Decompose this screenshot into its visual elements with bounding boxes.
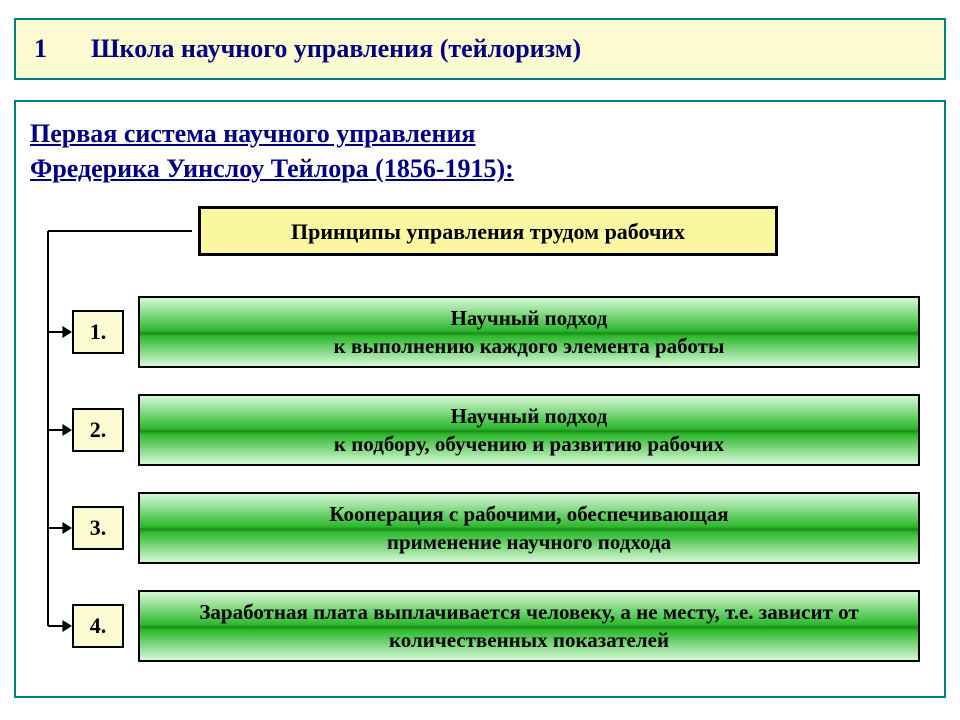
principles-header-box: Принципы управления трудом рабочих <box>198 206 778 256</box>
item-content-text: Научный подходк подбору, обучению и разв… <box>334 402 724 459</box>
title-bar: 1 Школа научного управления (тейлоризм) <box>14 18 946 80</box>
item-number: 3. <box>90 515 107 541</box>
item-content-box: Научный подходк выполнению каждого элеме… <box>138 296 920 368</box>
item-number: 4. <box>90 613 107 639</box>
item-content-box: Кооперация с рабочими, обеспечивающаяпри… <box>138 492 920 564</box>
title-text: Школа научного управления (тейлоризм) <box>91 34 581 64</box>
item-number: 1. <box>90 319 107 345</box>
item-content-text: Заработная плата выплачивается человеку,… <box>150 598 908 655</box>
main-panel: Первая система научного управления Фреде… <box>14 100 946 698</box>
item-content-box: Заработная плата выплачивается человеку,… <box>138 590 920 662</box>
item-number-box: 3. <box>72 506 124 550</box>
title-number: 1 <box>34 34 47 64</box>
subtitle-line1: Первая система научного управления <box>30 119 476 148</box>
principles-header-text: Принципы управления трудом рабочих <box>291 219 685 244</box>
item-number-box: 1. <box>72 310 124 354</box>
subtitle-line2: Фредерика Уинслоу Тейлора (1856-1915): <box>30 154 514 183</box>
item-content-text: Кооперация с рабочими, обеспечивающаяпри… <box>329 500 728 557</box>
item-content-box: Научный подходк подбору, обучению и разв… <box>138 394 920 466</box>
diagram-area: Принципы управления трудом рабочих 1. Нау… <box>30 206 930 676</box>
item-number-box: 2. <box>72 408 124 452</box>
item-content-text: Научный подходк выполнению каждого элеме… <box>334 304 725 361</box>
item-number: 2. <box>90 417 107 443</box>
item-number-box: 4. <box>72 604 124 648</box>
subtitle: Первая система научного управления Фреде… <box>30 116 930 186</box>
